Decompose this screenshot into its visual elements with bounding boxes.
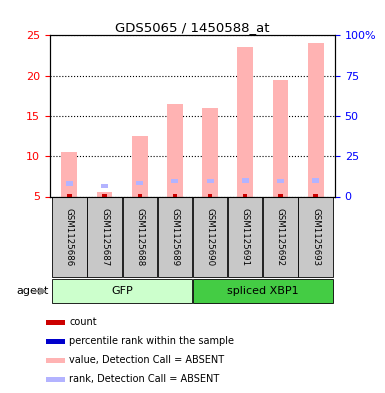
Text: percentile rank within the sample: percentile rank within the sample [69,336,234,346]
FancyBboxPatch shape [87,196,122,277]
Bar [46,338,65,344]
FancyBboxPatch shape [193,196,227,277]
Text: value, Detection Call = ABSENT: value, Detection Call = ABSENT [69,355,224,365]
Text: GSM1125686: GSM1125686 [65,208,74,266]
Bar [46,376,65,382]
Bar [62,152,77,196]
Text: GSM1125692: GSM1125692 [276,208,285,266]
Bar [206,179,214,184]
Bar [242,178,249,183]
Text: GSM1125687: GSM1125687 [100,208,109,266]
Bar [101,184,108,188]
Text: agent: agent [16,286,48,296]
Text: GSM1125690: GSM1125690 [206,208,214,266]
Bar [237,48,253,196]
Bar [46,358,65,363]
Bar [208,194,212,196]
Bar [132,136,148,196]
FancyBboxPatch shape [52,279,192,303]
FancyBboxPatch shape [193,279,333,303]
Text: GSM1125688: GSM1125688 [135,208,144,266]
Bar [273,80,288,196]
Text: GSM1125691: GSM1125691 [241,208,250,266]
Bar [278,194,283,196]
Bar [102,194,107,196]
Text: GSM1125693: GSM1125693 [311,208,320,266]
Bar [308,44,323,196]
Bar [97,193,112,196]
Bar [277,179,284,184]
Bar [66,182,73,186]
FancyBboxPatch shape [52,196,87,277]
Text: rank, Detection Call = ABSENT: rank, Detection Call = ABSENT [69,374,219,384]
Bar [312,178,319,183]
Bar [67,194,72,196]
Text: GFP: GFP [111,286,133,296]
Bar [167,104,183,196]
Text: count: count [69,317,97,327]
Bar [136,181,143,185]
Bar [171,179,179,184]
FancyBboxPatch shape [298,196,333,277]
FancyBboxPatch shape [228,196,263,277]
Bar [46,320,65,325]
Bar [202,108,218,196]
Text: spliced XBP1: spliced XBP1 [227,286,299,296]
Bar [173,194,177,196]
FancyBboxPatch shape [122,196,157,277]
Bar [313,194,318,196]
Title: GDS5065 / 1450588_at: GDS5065 / 1450588_at [115,21,270,34]
FancyBboxPatch shape [263,196,298,277]
FancyBboxPatch shape [158,196,192,277]
Text: GSM1125689: GSM1125689 [171,208,179,266]
Bar [243,194,248,196]
Bar [137,194,142,196]
